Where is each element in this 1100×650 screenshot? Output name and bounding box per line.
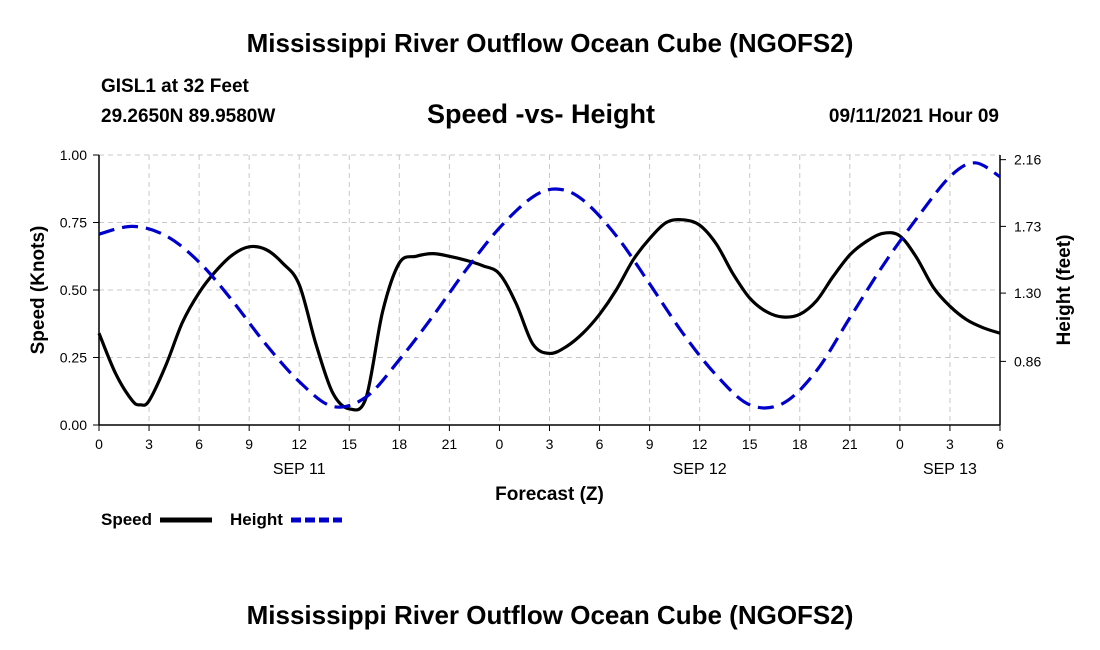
y-tick-label: 0.25 [60, 350, 87, 366]
x-tick-label: 21 [442, 436, 458, 452]
date-label: SEP 11 [273, 461, 326, 478]
x-tick-label: 21 [842, 436, 858, 452]
y-tick-label: 0.75 [60, 215, 87, 231]
y-tick-label: 0.00 [60, 417, 87, 433]
series-line-height [98, 161, 1001, 410]
y2-axis-title: Height (feet) [1054, 235, 1075, 346]
plot-subtitle: Speed -vs- Height [427, 99, 656, 129]
x-tick-label: 6 [996, 436, 1004, 452]
x-tick-label: 6 [195, 436, 203, 452]
x-tick-label: 15 [341, 436, 357, 452]
station-label: GISL1 at 32 Feet [101, 76, 249, 97]
date-label: SEP 12 [673, 461, 727, 478]
y-tick-label: 1.00 [60, 147, 87, 163]
x-tick-label: 3 [546, 436, 554, 452]
x-tick-label: 0 [496, 436, 504, 452]
coordinates-label: 29.2650N 89.9580W [101, 106, 276, 127]
legend-label-height: Height [230, 510, 283, 529]
series-line-speed [97, 218, 1001, 412]
x-tick-label: 3 [946, 436, 954, 452]
x-tick-label: 18 [392, 436, 408, 452]
x-tick-label: 9 [245, 436, 253, 452]
x-tick-label: 12 [291, 436, 307, 452]
x-tick-label: 3 [145, 436, 153, 452]
chart-title: Mississippi River Outflow Ocean Cube (NG… [246, 28, 854, 58]
x-tick-label: 15 [742, 436, 758, 452]
x-axis-title: Forecast (Z) [495, 484, 604, 505]
x-tick-label: 9 [646, 436, 654, 452]
y2-tick-label: 1.73 [1014, 218, 1041, 234]
footer-title: Mississippi River Outflow Ocean Cube (NG… [246, 600, 854, 630]
y-tick-label: 0.50 [60, 282, 87, 298]
y2-tick-label: 0.86 [1014, 353, 1041, 369]
x-tick-label: 0 [95, 436, 103, 452]
x-tick-label: 0 [896, 436, 904, 452]
y2-tick-label: 1.30 [1014, 285, 1041, 301]
y-axis-title: Speed (Knots) [28, 226, 49, 355]
x-tick-label: 18 [792, 436, 808, 452]
x-tick-label: 12 [692, 436, 708, 452]
legend-label-speed: Speed [101, 510, 152, 529]
forecast-datetime: 09/11/2021 Hour 09 [828, 106, 999, 127]
y2-tick-label: 2.16 [1014, 152, 1041, 168]
x-tick-label: 6 [596, 436, 604, 452]
date-label: SEP 13 [923, 461, 977, 478]
